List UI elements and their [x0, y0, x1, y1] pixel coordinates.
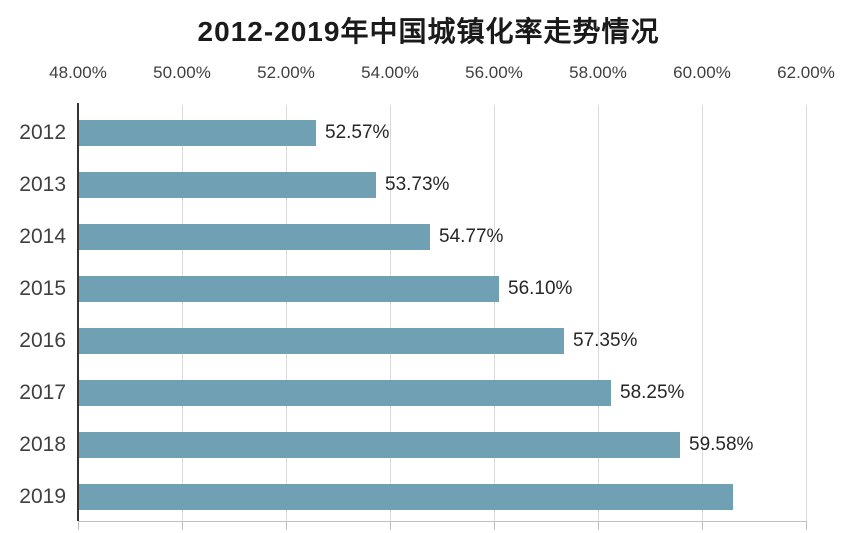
y-axis-category-label: 2016 [19, 329, 66, 352]
x-axis-tick-mark [494, 521, 495, 530]
gridline [182, 105, 183, 521]
bar-value-label: 59.58% [689, 434, 754, 455]
gridline [286, 105, 287, 521]
x-axis-tick-label: 60.00% [673, 63, 731, 82]
bar [79, 380, 611, 406]
bar-value-label: 57.35% [573, 330, 638, 351]
bar-value-label: 58.25% [620, 382, 685, 403]
x-axis-tick-mark [390, 521, 391, 530]
x-axis-tick-label: 52.00% [257, 63, 315, 82]
x-axis-tick-mark [598, 521, 599, 530]
bar [79, 328, 564, 354]
bar-value-label: 52.57% [325, 122, 390, 143]
bar [79, 172, 376, 198]
y-axis-category-label: 2012 [19, 121, 66, 144]
x-axis-tick-mark [286, 521, 287, 530]
y-axis-category-label: 2018 [19, 433, 66, 456]
bar [79, 120, 316, 146]
bar-value-label: 56.10% [508, 278, 573, 299]
x-axis-tick-label: 54.00% [361, 63, 419, 82]
gridline [494, 105, 495, 521]
x-axis-tick-label: 56.00% [465, 63, 523, 82]
x-axis-tick-label: 48.00% [49, 63, 107, 82]
gridline [702, 105, 703, 521]
gridline [598, 105, 599, 521]
chart-title: 2012-2019年中国城镇化率走势情况 [197, 16, 660, 47]
x-axis-tick-label: 58.00% [569, 63, 627, 82]
y-axis-category-label: 2013 [19, 173, 66, 196]
bar [79, 432, 680, 458]
x-axis-tick-mark [78, 521, 79, 530]
y-axis-category-label: 2014 [19, 225, 66, 248]
x-axis-tick-mark [702, 521, 703, 530]
x-axis-baseline [78, 521, 807, 522]
y-axis-category-label: 2019 [19, 485, 66, 508]
x-axis-tick-mark [182, 521, 183, 530]
y-axis-category-label: 2015 [19, 277, 66, 300]
x-axis-tick-label: 50.00% [153, 63, 211, 82]
bar-value-label: 54.77% [439, 226, 504, 247]
y-axis-line [77, 103, 79, 521]
bar-value-label: 53.73% [385, 174, 450, 195]
y-axis-category-label: 2017 [19, 381, 66, 404]
gridline [806, 105, 807, 521]
bar [79, 224, 430, 250]
bar [79, 276, 499, 302]
gridline [390, 105, 391, 521]
bar [79, 484, 733, 510]
x-axis-tick-mark [806, 521, 807, 530]
x-axis-tick-label: 62.00% [777, 63, 835, 82]
